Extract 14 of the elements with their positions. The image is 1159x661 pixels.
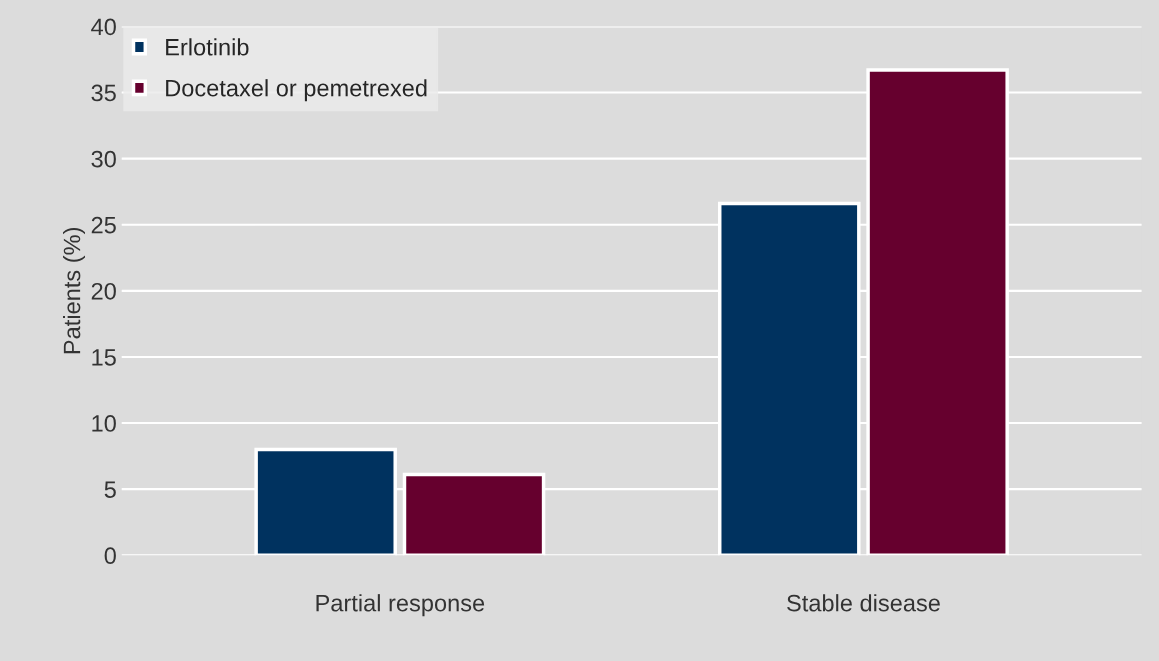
y-tick-label: 5 xyxy=(104,481,116,498)
x-tick-label: Partial response xyxy=(316,594,485,617)
y-tick-label: 15 xyxy=(92,349,116,366)
legend-label: Erlotinib xyxy=(166,38,249,56)
y-tick-label: 20 xyxy=(91,282,116,300)
y-tick-label: 40 xyxy=(91,18,116,36)
y-tick-label: 30 xyxy=(91,150,116,168)
y-tick-label: 10 xyxy=(92,415,116,432)
y-tick-label: 0 xyxy=(104,547,116,565)
y-tick-label: 35 xyxy=(91,84,116,102)
y-tick-label: 25 xyxy=(91,216,116,234)
legend-label: Docetaxel or pemetrexed xyxy=(166,79,427,102)
y-axis-title: Patients (%) xyxy=(63,228,86,354)
x-tick-label: Stable disease xyxy=(787,594,940,612)
